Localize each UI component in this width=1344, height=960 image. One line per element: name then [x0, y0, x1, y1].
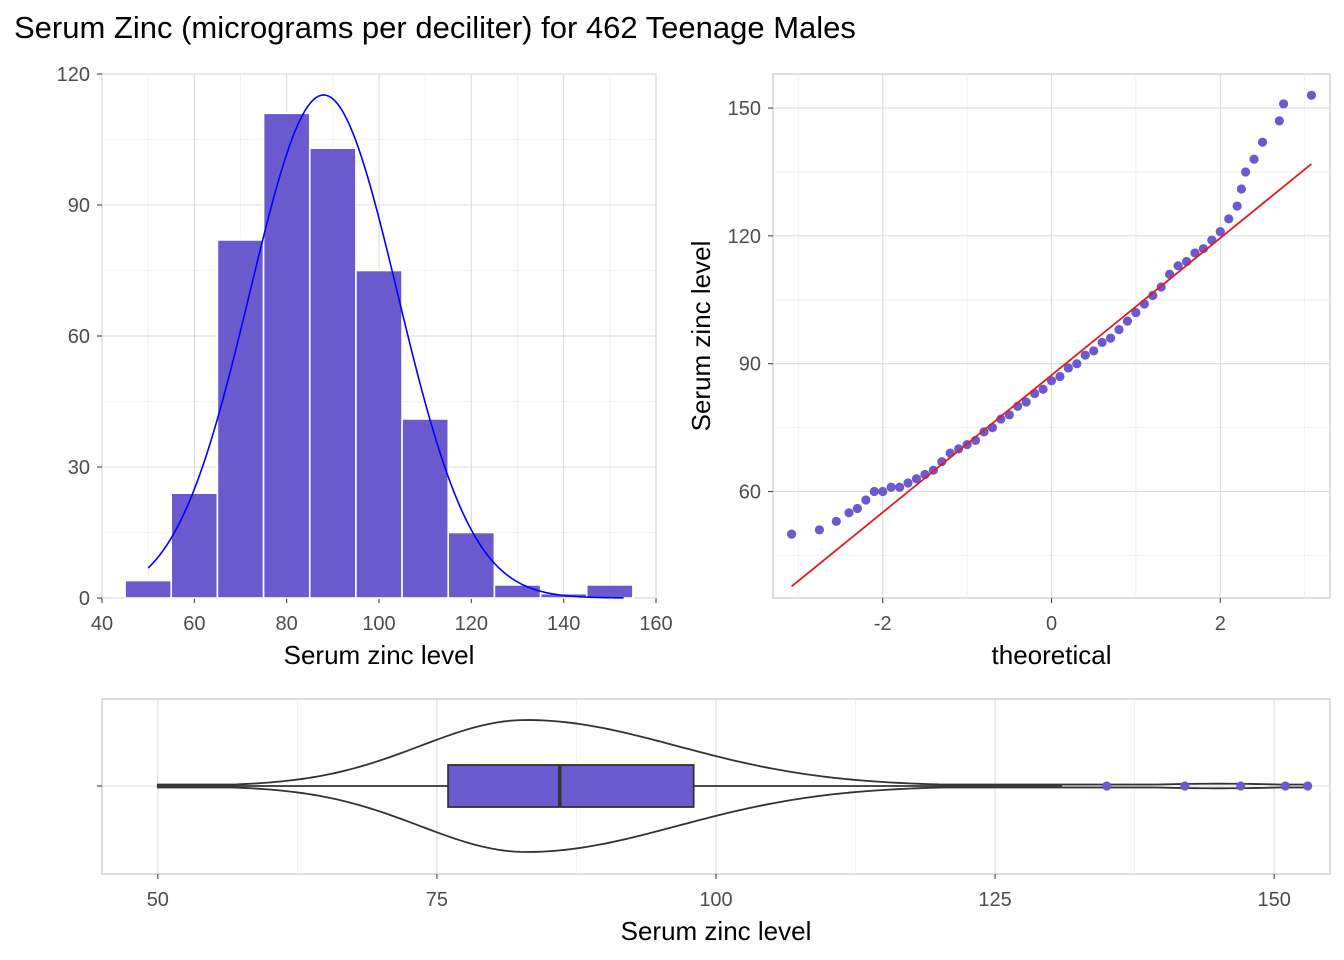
qq-point: [1055, 371, 1065, 382]
qq-point: [1046, 376, 1057, 386]
qq-point: [1105, 333, 1116, 343]
qq-y-tick-label: 90: [739, 354, 761, 376]
box-outlier-point: [1280, 781, 1290, 791]
normal-density-curve: [147, 94, 624, 599]
histogram-x-tick-label: 120: [455, 613, 488, 635]
qq-point: [954, 444, 964, 454]
box-outlier-point: [1303, 781, 1313, 791]
qq-y-axis-title: Serum zinc level: [686, 241, 716, 432]
violin-x-tick-label: 125: [978, 889, 1011, 911]
qq-point: [996, 414, 1006, 424]
qq-point: [844, 508, 854, 518]
qq-point: [1241, 167, 1251, 177]
chart-title: Serum Zinc (micrograms per deciliter) fo…: [14, 10, 856, 45]
histogram-x-axis-title: Serum zinc level: [284, 640, 475, 670]
qq-point: [1257, 137, 1268, 147]
qq-point: [1021, 397, 1031, 407]
qq-point: [1030, 388, 1040, 399]
histogram-x-tick-label: 160: [639, 613, 672, 635]
qq-x-tick-label: -2: [874, 613, 892, 635]
histogram-bar: [124, 579, 173, 599]
histogram-y-tick-label: 120: [57, 64, 90, 86]
qq-point: [1097, 337, 1107, 347]
qq-point: [1114, 325, 1124, 335]
histogram-bar: [262, 112, 311, 599]
histogram-bar: [355, 269, 403, 599]
violin-x-tick-label: 50: [147, 889, 169, 911]
qq-plot-panel: -2 0 2 60 90 120 150 theoretical Serum zinc leve…: [686, 73, 1331, 670]
qq-point: [852, 503, 862, 514]
qq-point: [1080, 350, 1090, 360]
qq-point: [911, 474, 922, 484]
qq-point: [979, 427, 989, 437]
histogram-y-tick-label: 90: [68, 195, 90, 217]
qq-point: [1063, 363, 1073, 373]
qq-point: [1232, 201, 1242, 211]
qq-point: [894, 482, 905, 492]
box-outlier-point: [1236, 781, 1246, 791]
histogram-y-tick-label: 0: [79, 588, 90, 610]
qq-point: [1306, 90, 1317, 100]
qq-point: [814, 525, 825, 535]
qq-point: [1038, 384, 1048, 394]
histogram-bar: [308, 147, 357, 599]
qq-x-tick-label: 0: [1046, 613, 1057, 635]
qq-point: [861, 495, 871, 505]
histogram-x-tick-label: 60: [183, 613, 205, 635]
qq-point: [987, 422, 998, 433]
qq-point: [831, 516, 841, 526]
qq-point: [1215, 227, 1225, 237]
box-iqr: [447, 764, 695, 808]
box-outlier-point: [1102, 781, 1112, 791]
histogram-x-tick-label: 140: [547, 613, 580, 635]
qq-point: [1148, 290, 1158, 301]
qq-point: [1131, 307, 1141, 318]
qq-point: [1089, 346, 1099, 356]
qq-point: [937, 457, 947, 467]
histogram-x-tick-label: 80: [276, 613, 298, 635]
qq-point: [1274, 116, 1284, 126]
histogram-bar: [170, 492, 219, 599]
histogram-y-tick-label: 30: [68, 457, 90, 479]
qq-point: [878, 486, 888, 497]
violin-x-tick-label: 100: [699, 889, 732, 911]
histogram-x-tick-label: 100: [362, 613, 395, 635]
histogram-bar: [401, 418, 450, 599]
qq-reference-line: [790, 163, 1313, 588]
box-outlier-point: [1180, 781, 1190, 791]
qq-point: [1190, 248, 1200, 258]
qq-point: [786, 529, 797, 539]
histogram-bar: [447, 531, 496, 599]
qq-y-tick-label: 60: [739, 481, 761, 503]
histogram-y-tick-label: 60: [68, 326, 90, 348]
qq-point: [1236, 184, 1246, 194]
qq-point: [1072, 359, 1082, 369]
histogram-x-tick-label: 40: [91, 613, 113, 635]
histogram-bar: [585, 584, 634, 599]
qq-x-tick-label: 2: [1215, 613, 1226, 635]
violin-box-panel: 50 75 100 125 150 Serum zinc level: [97, 698, 1331, 946]
qq-point: [1249, 154, 1259, 164]
violin-x-axis-title: Serum zinc level: [621, 916, 812, 946]
qq-y-tick-label: 150: [728, 98, 761, 120]
qq-point: [1278, 99, 1289, 109]
violin-x-tick-label: 75: [426, 889, 448, 911]
qq-point: [1122, 316, 1133, 326]
qq-point: [869, 486, 879, 497]
histogram-panel: 40 60 80 100 120 140 160 0 30 60 90 120 Serum zinc l…: [57, 64, 673, 670]
qq-point: [1173, 261, 1183, 271]
qq-x-axis-title: theoretical: [992, 640, 1112, 670]
qq-point: [1224, 214, 1234, 224]
qq-y-tick-label: 120: [728, 226, 761, 248]
histogram-bar: [493, 584, 542, 599]
qq-point: [886, 482, 896, 492]
histogram-bar: [216, 239, 265, 599]
violin-x-tick-label: 150: [1257, 889, 1290, 911]
qq-point: [903, 478, 913, 488]
